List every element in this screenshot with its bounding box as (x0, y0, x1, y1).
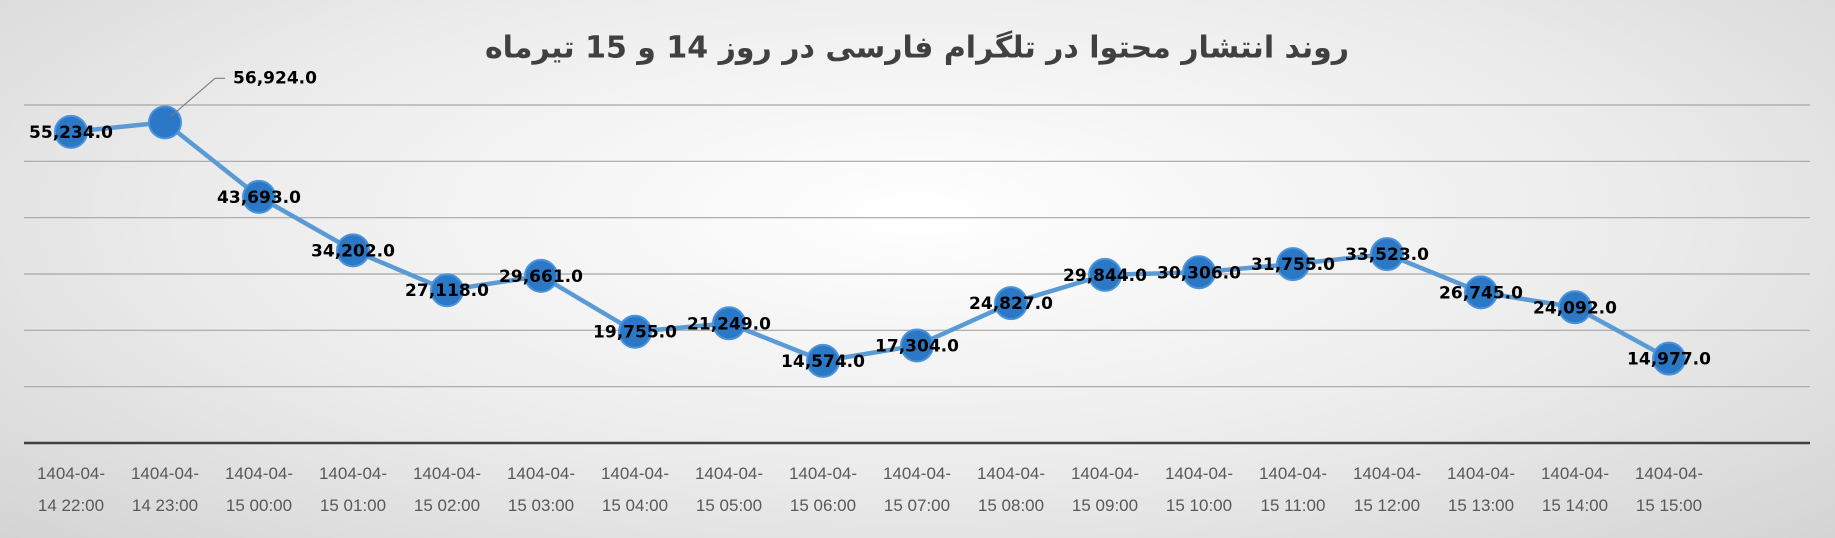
data-label: 43,693.0 (217, 188, 301, 208)
x-tick-label: 1404-04-15 06:00 (788, 464, 858, 515)
x-tick-label: 1404-04-15 09:00 (1070, 464, 1140, 515)
data-label: 26,745.0 (1439, 283, 1523, 303)
marker (1370, 237, 1404, 272)
x-tick-label: 1404-04-15 01:00 (318, 464, 388, 515)
x-tick-label: 1404-04-15 14:00 (1540, 464, 1610, 515)
marker (54, 114, 88, 149)
marker (618, 314, 652, 349)
data-label: 24,827.0 (969, 294, 1053, 314)
marker (430, 273, 464, 308)
x-tick-label: 1404-04-15 11:00 (1258, 464, 1328, 515)
data-label: 21,249.0 (687, 314, 771, 334)
x-tick-label: 1404-04-15 13:00 (1446, 464, 1516, 515)
x-tick-label: 1404-04-14 23:00 (130, 464, 200, 515)
chart-title: روند انتشار محتوا در تلگرام فارسی در روز… (485, 30, 1349, 66)
marker (712, 306, 746, 341)
marker (994, 286, 1028, 321)
data-label: 19,755.0 (593, 323, 677, 343)
x-tick-label: 1404-04-15 07:00 (882, 464, 952, 515)
data-label: 30,306.0 (1157, 263, 1241, 283)
x-tick-label: 1404-04-15 15:00 (1634, 464, 1704, 515)
marker (1276, 247, 1310, 282)
x-tick-label: 1404-04-15 10:00 (1164, 464, 1234, 515)
data-label: 34,202.0 (311, 241, 395, 261)
data-label: 27,118.0 (405, 281, 489, 301)
data-label: 29,661.0 (499, 267, 583, 287)
x-tick-label: 1404-04-15 08:00 (976, 464, 1046, 515)
marker (1182, 255, 1216, 290)
marker (242, 179, 276, 214)
marker (336, 233, 370, 268)
marker (806, 343, 840, 378)
x-tick-label: 1404-04-15 05:00 (694, 464, 764, 515)
data-label: 29,844.0 (1063, 266, 1147, 286)
x-tick-label: 1404-04-15 02:00 (412, 464, 482, 515)
data-label: 24,092.0 (1533, 298, 1617, 318)
data-label: 56,924.0 (233, 68, 317, 88)
marker (900, 328, 934, 363)
x-tick-label: 1404-04-15 04:00 (600, 464, 670, 515)
x-tick-label: 1404-04-15 03:00 (506, 464, 576, 515)
marker (1464, 275, 1498, 310)
data-label: 33,523.0 (1345, 245, 1429, 265)
leader-line (170, 77, 225, 117)
marker (524, 258, 558, 293)
data-label: 17,304.0 (875, 337, 959, 357)
x-tick-label: 1404-04-15 00:00 (224, 464, 294, 515)
marker (1652, 341, 1686, 376)
data-label: 14,574.0 (781, 352, 865, 372)
x-tick-label: 1404-04-15 12:00 (1352, 464, 1422, 515)
marker (1558, 290, 1592, 325)
x-tick-label: 1404-04-14 22:00 (36, 464, 106, 515)
data-label: 55,234.0 (29, 123, 113, 143)
data-label: 31,755.0 (1251, 255, 1335, 275)
data-label: 14,977.0 (1627, 350, 1711, 370)
marker (1088, 257, 1122, 292)
